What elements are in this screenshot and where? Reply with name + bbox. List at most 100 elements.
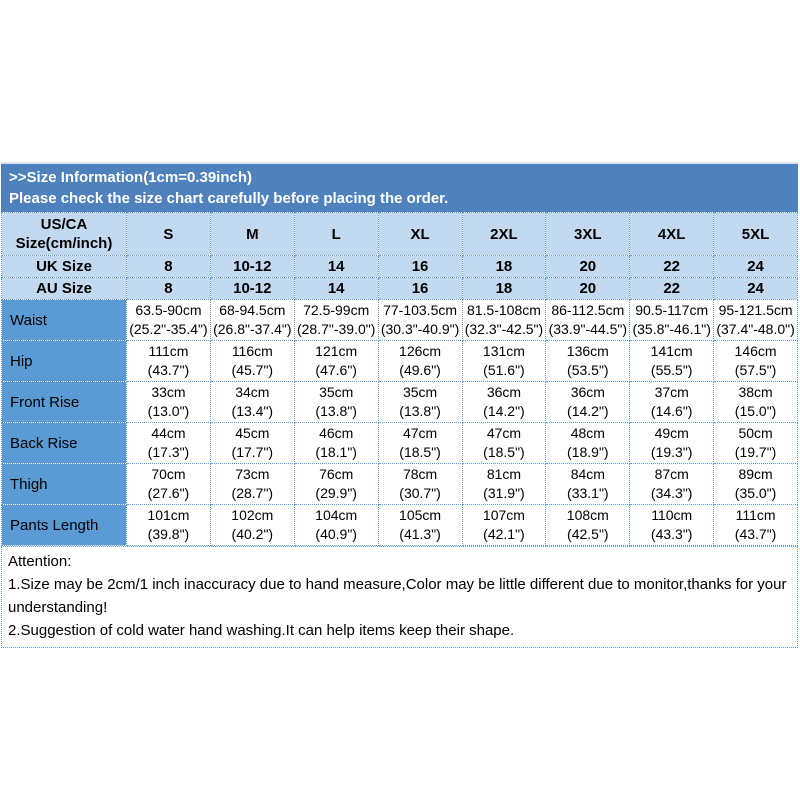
measurement-cell: 121cm (47.6") xyxy=(293,340,379,382)
measurement-row: Hip 111cm (43.7") 116cm (45.7") 121cm (47.6") 1… xyxy=(1,340,798,382)
measurement-cm-value: 77-103.5cm xyxy=(383,302,458,318)
measurement-cell: 116cm (45.7") xyxy=(209,340,295,382)
measurement-cm-value: 50cm xyxy=(738,425,773,441)
measurement-cell: 89cm (35.0") xyxy=(713,463,798,505)
measurement-cell: 131cm (51.6") xyxy=(461,340,547,382)
measurement-cm-value: 104cm xyxy=(315,507,358,523)
measurement-row: Front Rise 33cm (13.0") 34cm (13.4") 35cm (13.… xyxy=(1,381,798,423)
measurement-label: Hip xyxy=(1,340,127,382)
attention-note: Attention: 1.Size may be 2cm/1 inch inac… xyxy=(1,546,798,648)
measurement-cm-value: 87cm xyxy=(654,466,689,482)
measurement-cm-value: 107cm xyxy=(482,507,525,523)
measurement-cell: 111cm (43.7") xyxy=(126,340,211,382)
measurement-inch-value: (15.0") xyxy=(734,403,777,419)
measurement-inch-value: (13.0") xyxy=(147,403,190,419)
measurement-cell: 146cm (57.5") xyxy=(713,340,798,382)
measurement-cm-value: 111cm xyxy=(735,507,776,523)
measurement-cm-value: 33cm xyxy=(151,384,186,400)
measurement-inch-value: (55.5") xyxy=(650,362,693,378)
measurement-inch-value: (37.4"-48.0") xyxy=(716,321,795,337)
measurement-cm-value: 81.5-108cm xyxy=(466,302,541,318)
measurement-cm-value: 136cm xyxy=(566,343,609,359)
measurement-cm-value: 95-121.5cm xyxy=(718,302,793,318)
measurement-cm-value: 86-112.5cm xyxy=(551,302,625,318)
measurement-cm-value: 116cm xyxy=(231,343,273,359)
measurement-inch-value: (42.5") xyxy=(567,526,609,542)
measurement-inch-value: (18.5") xyxy=(399,444,441,460)
measurement-inch-value: (14.6") xyxy=(650,403,693,419)
size-header-cell: XL xyxy=(377,212,463,256)
size-value-cell: 16 xyxy=(377,277,463,300)
measurement-cell: 87cm (34.3") xyxy=(629,463,715,505)
measurement-inch-value: (14.2") xyxy=(483,403,525,419)
measurement-inch-value: (19.3") xyxy=(650,444,693,460)
measurement-cm-value: 105cm xyxy=(399,507,442,523)
measurement-inch-value: (17.7") xyxy=(231,444,274,460)
measurement-cell: 78cm (30.7") xyxy=(377,463,463,505)
measurement-cell: 107cm (42.1") xyxy=(461,504,547,546)
measurement-cm-value: 101cm xyxy=(147,507,190,523)
measurement-inch-value: (40.9") xyxy=(315,526,357,542)
size-value-cell: 16 xyxy=(377,255,463,278)
measurement-cm-value: 44cm xyxy=(151,425,186,441)
measurement-cm-value: 76cm xyxy=(319,466,354,482)
size-value-cell: 18 xyxy=(461,255,547,278)
size-header-cell: 2XL xyxy=(461,212,547,256)
measurement-cell: 36cm (14.2") xyxy=(461,381,547,423)
size-value-cell: 18 xyxy=(461,277,547,300)
measurement-inch-value: (18.9") xyxy=(567,444,609,460)
measurement-cm-value: 102cm xyxy=(231,507,274,523)
measurement-inch-value: (18.5") xyxy=(483,444,525,460)
measurement-cell: 141cm (55.5") xyxy=(629,340,715,382)
measurement-label: Waist xyxy=(1,299,127,341)
measurement-label: Front Rise xyxy=(1,381,127,423)
measurement-cell: 77-103.5cm (30.3"-40.9") xyxy=(377,299,463,341)
measurement-cm-value: 45cm xyxy=(235,425,270,441)
measurement-cm-value: 70cm xyxy=(151,466,186,482)
measurement-cell: 95-121.5cm (37.4"-48.0") xyxy=(713,299,798,341)
measurement-inch-value: (28.7") xyxy=(231,485,274,501)
measurement-inch-value: (34.3") xyxy=(650,485,693,501)
size-header-cell: M xyxy=(209,212,295,256)
measurement-row: Pants Length 101cm (39.8") 102cm (40.2") 104c… xyxy=(1,504,798,546)
measurement-cell: 34cm (13.4") xyxy=(209,381,295,423)
measurement-inch-value: (17.3") xyxy=(147,444,190,460)
measurement-cell: 44cm (17.3") xyxy=(126,422,211,464)
size-value-cell: 20 xyxy=(545,255,631,278)
measurement-cell: 72.5-99cm (28.7"-39.0") xyxy=(293,299,379,341)
measurement-cell: 73cm (28.7") xyxy=(209,463,295,505)
measurement-inch-value: (43.7") xyxy=(147,362,190,378)
size-value-cell: 10-12 xyxy=(209,277,295,300)
measurement-label: Pants Length xyxy=(1,504,127,546)
size-row: AU Size 8 10-12 14 16 18 20 22 24 xyxy=(1,277,798,300)
measurement-inch-value: (14.2") xyxy=(567,403,609,419)
measurement-cell: 50cm (19.7") xyxy=(713,422,798,464)
measurement-cell: 81.5-108cm (32.3"-42.5") xyxy=(461,299,547,341)
measurement-label: Back Rise xyxy=(1,422,127,464)
measurement-cm-value: 38cm xyxy=(738,384,773,400)
measurement-cell: 76cm (29.9") xyxy=(293,463,379,505)
corner-header-cell: US/CA Size(cm/inch) xyxy=(1,212,127,256)
measurement-cm-value: 63.5-90cm xyxy=(135,302,202,318)
attention-line-measure: 1.Size may be 2cm/1 inch inaccuracy due … xyxy=(8,576,787,616)
measurement-inch-value: (42.1") xyxy=(483,526,525,542)
size-value-cell: 20 xyxy=(545,277,631,300)
measurement-cm-value: 34cm xyxy=(235,384,270,400)
measurement-row: Back Rise 44cm (17.3") 45cm (17.7") 46cm (18.1… xyxy=(1,422,798,464)
measurement-cm-value: 73cm xyxy=(235,466,270,482)
size-row-label: UK Size xyxy=(1,255,127,278)
measurement-cell: 37cm (14.6") xyxy=(629,381,715,423)
measurement-inch-value: (27.6") xyxy=(147,485,190,501)
size-value-cell: 8 xyxy=(126,277,211,300)
measurement-cell: 111cm (43.7") xyxy=(713,504,798,546)
measurement-cm-value: 146cm xyxy=(734,343,777,359)
measurement-inch-value: (35.0") xyxy=(734,485,777,501)
measurement-cell: 105cm (41.3") xyxy=(377,504,463,546)
size-value-cell: 22 xyxy=(629,255,715,278)
measurement-cm-value: 37cm xyxy=(654,384,689,400)
measurement-cm-value: 35cm xyxy=(402,384,438,400)
measurement-inch-value: (33.1") xyxy=(567,485,609,501)
size-info-banner: >>Size Information(1cm=0.39inch) Please … xyxy=(1,162,798,212)
measurement-cell: 81cm (31.9") xyxy=(461,463,547,505)
